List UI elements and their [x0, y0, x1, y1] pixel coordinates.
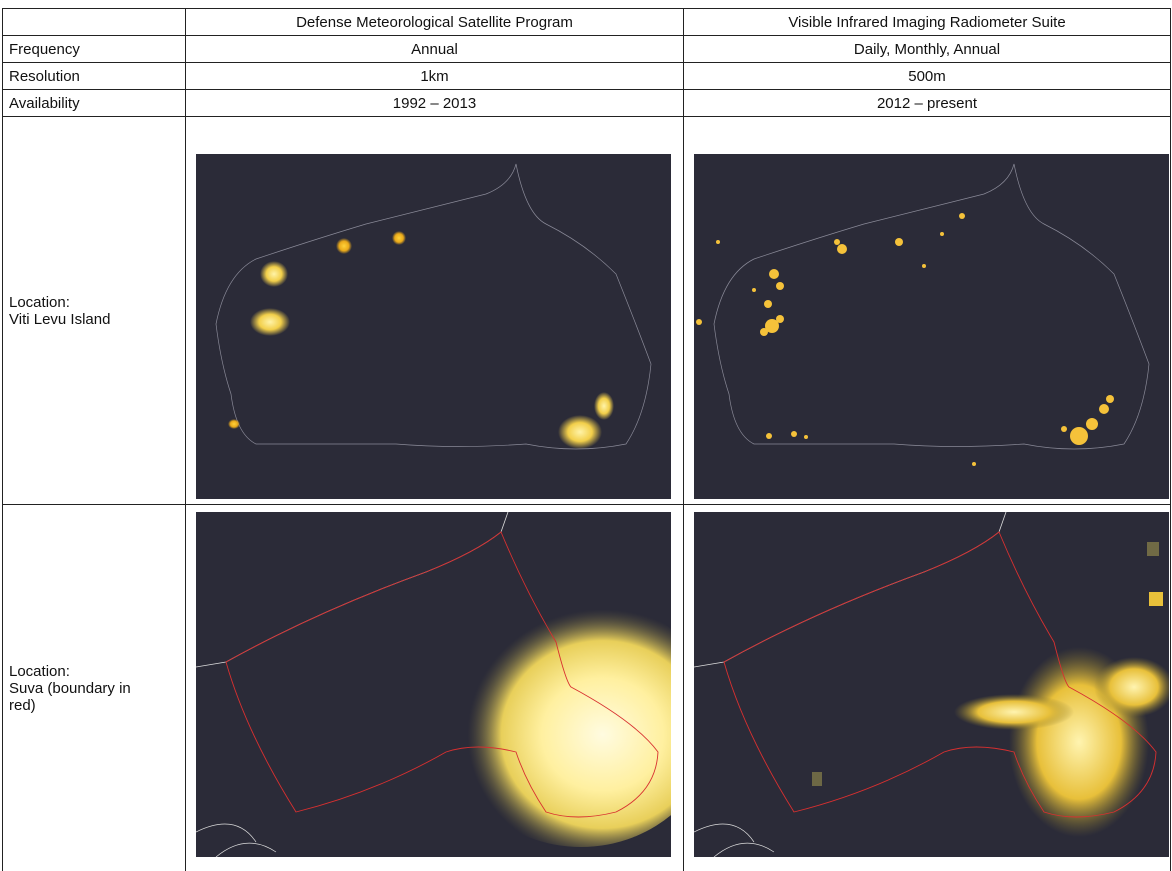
map-shape: [336, 238, 352, 254]
map-shape: [1086, 418, 1098, 430]
map-shape: [791, 431, 797, 437]
map-dmsp-suva: [196, 512, 671, 857]
map-shape: [837, 244, 847, 254]
image-cell: [684, 117, 1171, 505]
column-header: Defense Meteorological Satellite Program: [186, 9, 684, 36]
image-wrap: [684, 505, 1170, 871]
map-shape: [776, 282, 784, 290]
map-viirs-suva: [694, 512, 1169, 857]
map-shape: [250, 308, 290, 336]
map-shape: [895, 238, 903, 246]
map-shape: [696, 319, 702, 325]
cell: 2012 – present: [684, 90, 1171, 117]
map-shape: [260, 261, 288, 287]
comparison-table: Defense Meteorological Satellite Program…: [2, 8, 1171, 871]
map-shape: [954, 694, 1074, 730]
map-shape: [558, 415, 602, 449]
table-row: Frequency Annual Daily, Monthly, Annual: [3, 36, 1171, 63]
image-cell: [186, 505, 684, 871]
image-wrap: [684, 117, 1170, 504]
image-row: Location: Suva (boundary in red): [3, 505, 1171, 871]
map-shape: [922, 264, 926, 268]
map-shape: [1099, 404, 1109, 414]
image-cell: [186, 117, 684, 505]
map-shape: [764, 300, 772, 308]
map-shape: [392, 231, 406, 245]
place: Suva (boundary in red): [9, 680, 134, 714]
label: Location:: [9, 294, 185, 311]
place: Viti Levu Island: [9, 311, 134, 328]
map-viirs-viti: [694, 154, 1169, 499]
map-shape: [776, 315, 784, 323]
table-row: Resolution 1km 500m: [3, 63, 1171, 90]
map-shape: [760, 328, 768, 336]
cell: Annual: [186, 36, 684, 63]
map-shape: [769, 269, 779, 279]
row-label: Location: Suva (boundary in red): [3, 505, 186, 871]
map-shape: [1061, 426, 1067, 432]
row-label: Frequency: [3, 36, 186, 63]
header-row: Defense Meteorological Satellite Program…: [3, 9, 1171, 36]
map-shape: [1070, 427, 1088, 445]
image-wrap: [186, 117, 683, 504]
map-shape: [228, 419, 240, 429]
map-shape: [812, 772, 822, 786]
map-shape: [940, 232, 944, 236]
map-shape: [1106, 395, 1114, 403]
map-shape: [1149, 592, 1163, 606]
map-shape: [766, 433, 772, 439]
row-label: Location: Viti Levu Island: [3, 117, 186, 505]
image-wrap: [186, 505, 683, 871]
cell: Daily, Monthly, Annual: [684, 36, 1171, 63]
map-shape: [1147, 542, 1159, 556]
cell: 1km: [186, 63, 684, 90]
image-row: Location: Viti Levu Island: [3, 117, 1171, 505]
table-row: Availability 1992 – 2013 2012 – present: [3, 90, 1171, 117]
label: Location:: [9, 663, 185, 680]
image-cell: [684, 505, 1171, 871]
row-label: Resolution: [3, 63, 186, 90]
page: Defense Meteorological Satellite Program…: [0, 0, 1172, 871]
cell: 1992 – 2013: [186, 90, 684, 117]
map-shape: [972, 462, 976, 466]
map-shape: [752, 288, 756, 292]
corner-cell: [3, 9, 186, 36]
map-shape: [716, 240, 720, 244]
map-shape: [834, 239, 840, 245]
map-shape: [594, 392, 614, 420]
map-dmsp-viti: [196, 154, 671, 499]
map-shape: [804, 435, 808, 439]
column-header: Visible Infrared Imaging Radiometer Suit…: [684, 9, 1171, 36]
row-label: Availability: [3, 90, 186, 117]
map-shape: [959, 213, 965, 219]
cell: 500m: [684, 63, 1171, 90]
